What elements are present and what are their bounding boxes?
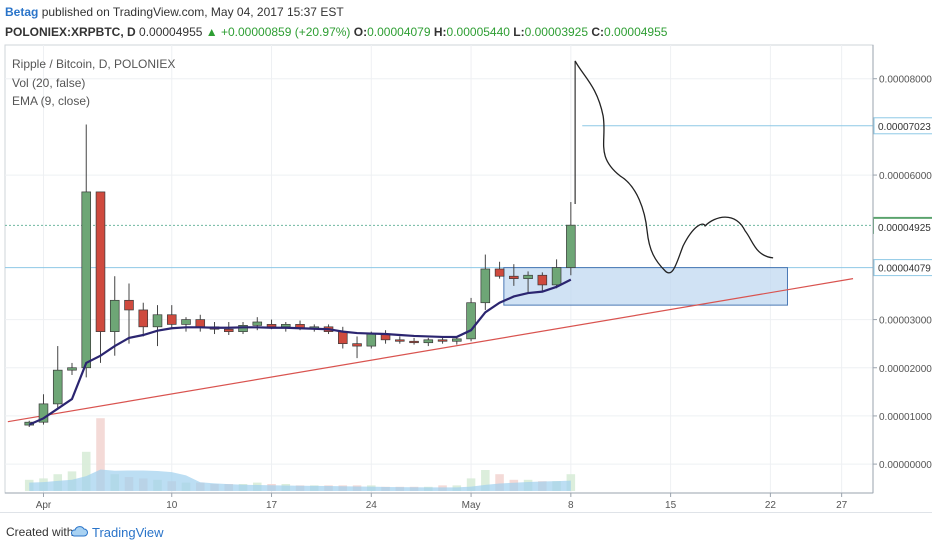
candle-body xyxy=(224,328,234,332)
candle-body xyxy=(52,369,63,405)
candle-body xyxy=(266,324,277,328)
x-tick-label: 22 xyxy=(765,500,777,511)
candle-body xyxy=(509,275,519,279)
y-tick-label: 0.00006000 xyxy=(879,171,932,182)
created-with-text: Created with xyxy=(6,525,74,539)
candle-body xyxy=(95,191,106,332)
price-tag-label: 0.00004079 xyxy=(878,264,931,275)
candle-body xyxy=(109,299,120,332)
candle-body xyxy=(152,314,163,328)
low-value: 0.00003925 xyxy=(524,25,589,39)
volume-bar xyxy=(566,474,576,491)
candle-body xyxy=(166,314,177,325)
candle-body xyxy=(352,343,362,347)
y-tick-label: 0.00002000 xyxy=(879,364,932,375)
candle-body xyxy=(452,338,462,342)
x-tick-label: 27 xyxy=(836,500,848,511)
candle-body xyxy=(38,403,49,423)
price-chart[interactable]: 0.00008000 0.00006000 0.00003000 0.00002000… xyxy=(0,0,932,512)
legend-symbol: Ripple / Bitcoin, D, POLONIEX xyxy=(12,57,176,71)
freehand-drawing xyxy=(574,60,774,274)
candle-body xyxy=(523,274,533,279)
candle-body xyxy=(494,268,505,277)
y-tick-label: 0.00000000 xyxy=(879,460,932,471)
candle-body xyxy=(181,319,191,325)
publish-line: Betag published on TradingView.com, May … xyxy=(5,5,344,19)
x-tick-label: 17 xyxy=(266,500,278,511)
close-value: 0.00004955 xyxy=(604,25,668,39)
candle-body xyxy=(138,309,149,328)
ema-line xyxy=(28,278,572,426)
candle-body xyxy=(395,339,405,342)
tradingview-cloud-icon xyxy=(70,526,88,537)
tradingview-brand-link[interactable]: TradingView xyxy=(92,525,164,540)
candle-body xyxy=(252,321,263,326)
high-label: H: xyxy=(433,25,447,39)
low-label: L: xyxy=(513,25,525,39)
volume-bar xyxy=(495,474,504,491)
price-tag xyxy=(873,259,932,277)
x-tick-label: 15 xyxy=(665,500,677,511)
candle-body xyxy=(537,274,548,286)
candle-body xyxy=(281,324,291,328)
volume-bar xyxy=(466,478,476,491)
y-tick-label: 0.00008000 xyxy=(879,75,932,86)
price-tag xyxy=(873,117,932,135)
x-tick-label: 10 xyxy=(166,500,178,511)
price-tag-label: 0.00004925 xyxy=(878,223,931,234)
candle-body xyxy=(338,331,348,345)
volume-bar xyxy=(481,470,490,491)
high-value: 0.00005440 xyxy=(446,25,510,39)
x-tick-label: 8 xyxy=(568,500,574,511)
candle-body xyxy=(409,340,419,344)
trendline xyxy=(7,278,854,423)
symbol-label: POLONIEX:XRPBTC, D xyxy=(5,25,136,39)
candle-body xyxy=(423,339,434,344)
published-text: published on TradingView.com, May 04, 20… xyxy=(41,5,344,19)
rectangle-zone xyxy=(503,267,788,306)
open-value: 0.00004079 xyxy=(367,25,431,39)
candle-body xyxy=(124,299,134,311)
open-label: O: xyxy=(353,25,368,39)
footer-bar: Created with TradingView xyxy=(0,512,932,551)
volume-bar xyxy=(96,418,105,491)
volume-ma-area xyxy=(29,469,571,491)
candle-body xyxy=(551,267,562,286)
y-tick-label: 0.00003000 xyxy=(879,316,932,327)
y-tick-label: 0.00001000 xyxy=(879,412,932,423)
candle-body xyxy=(195,319,206,328)
legend-ema: EMA (9, close) xyxy=(12,94,91,108)
price-change: ▲ +0.00000859 (+20.97%) xyxy=(205,25,351,39)
candle-body xyxy=(480,268,491,304)
last-price: 0.00004955 xyxy=(139,25,203,39)
candle-body xyxy=(566,224,576,268)
candle-body xyxy=(437,339,448,342)
x-tick-label: Apr xyxy=(36,500,52,511)
candle-body xyxy=(366,333,377,347)
author-link[interactable]: Betag xyxy=(5,5,39,19)
volume-bar xyxy=(81,451,91,491)
ohlc-line: POLONIEX:XRPBTC, D 0.00004955 ▲ +0.00000… xyxy=(5,25,667,39)
price-tag xyxy=(874,218,932,235)
x-tick-label: 24 xyxy=(366,500,378,511)
price-tag-label: 0.00007023 xyxy=(878,122,931,133)
legend-volume: Vol (20, false) xyxy=(12,76,86,90)
candle-body xyxy=(466,302,476,340)
candle-body xyxy=(67,367,77,371)
close-label: C: xyxy=(591,25,605,39)
x-tick-label: May xyxy=(462,500,481,511)
candle-body xyxy=(81,191,92,369)
